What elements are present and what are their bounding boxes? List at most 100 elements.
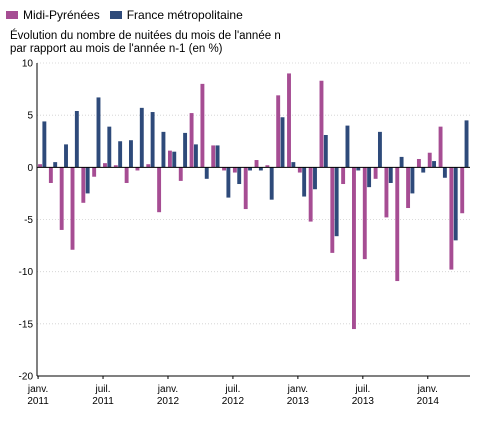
bar-midi-pyrenees — [449, 167, 454, 270]
x-tick-label-year: 2011 — [27, 396, 49, 407]
bar-france — [432, 161, 437, 168]
bar-midi-pyrenees — [200, 83, 205, 168]
x-tick-label-year: 2012 — [222, 396, 245, 407]
bar-midi-pyrenees — [254, 160, 259, 168]
x-tick-label: janv. — [27, 384, 48, 395]
bar-france — [356, 167, 361, 171]
x-tick-label: janv. — [417, 384, 438, 395]
bar-france — [258, 167, 263, 171]
y-tick-label: -10 — [19, 267, 34, 278]
bar-france — [388, 167, 393, 183]
bar-midi-pyrenees — [265, 165, 270, 168]
y-tick-label: 0 — [27, 163, 33, 174]
bar-france — [377, 131, 382, 168]
bar-france — [118, 141, 123, 168]
x-tick-label-year: 2013 — [352, 396, 375, 407]
x-tick-label: janv. — [287, 384, 308, 395]
bar-midi-pyrenees — [276, 95, 281, 168]
legend-item-france: France métropolitaine — [109, 8, 243, 22]
bar-midi-pyrenees — [81, 167, 86, 203]
bar-france — [345, 125, 350, 168]
bar-france — [323, 134, 328, 168]
legend: Midi-Pyrénées France métropolitaine — [6, 8, 243, 22]
x-tick-label: juil. — [224, 384, 240, 395]
bar-midi-pyrenees — [70, 167, 75, 250]
x-tick-label: juil. — [354, 384, 370, 395]
x-tick-label: juil. — [95, 384, 111, 395]
bar-france — [410, 167, 415, 194]
bar-midi-pyrenees — [308, 167, 313, 222]
bar-france — [367, 167, 372, 188]
bar-france — [248, 167, 252, 171]
bar-france — [302, 167, 307, 197]
bar-midi-pyrenees — [124, 167, 129, 183]
bar-midi-pyrenees — [243, 167, 248, 210]
bar-midi-pyrenees — [341, 167, 346, 185]
bar-france — [280, 117, 285, 168]
x-tick-label-year: 2013 — [287, 396, 310, 407]
bar-midi-pyrenees — [416, 158, 421, 168]
bar-france — [172, 151, 177, 168]
bar-france — [421, 167, 426, 173]
bar-france — [150, 112, 155, 168]
bar-midi-pyrenees — [362, 167, 367, 260]
bar-midi-pyrenees — [167, 150, 172, 168]
chart-subtitle-line2: par rapport au mois de l'année n-1 (en %… — [10, 43, 223, 55]
bar-midi-pyrenees — [232, 167, 237, 173]
bar-midi-pyrenees — [287, 73, 291, 168]
bar-midi-pyrenees — [319, 80, 324, 168]
bar-france — [64, 144, 68, 168]
x-tick-label-year: 2012 — [157, 396, 180, 407]
bar-france — [291, 162, 296, 168]
bar-france — [85, 167, 90, 194]
legend-swatch-midi-pyrenees — [6, 11, 18, 19]
bar-france — [107, 126, 112, 168]
bar-france — [399, 156, 404, 168]
legend-label-france: France métropolitaine — [126, 8, 243, 22]
x-tick-label: janv. — [157, 384, 178, 395]
bar-france — [237, 167, 242, 185]
bar-france — [139, 107, 144, 168]
bar-midi-pyrenees — [146, 164, 151, 168]
bar-midi-pyrenees — [38, 164, 42, 168]
bar-france — [161, 131, 166, 168]
legend-item-midi-pyrenees: Midi-Pyrénées — [6, 8, 100, 22]
bar-midi-pyrenees — [427, 152, 432, 168]
bar-midi-pyrenees — [189, 113, 194, 168]
bar-france — [129, 140, 133, 168]
bar-midi-pyrenees — [373, 167, 378, 179]
bar-midi-pyrenees — [297, 167, 302, 173]
bar-france — [204, 167, 209, 179]
bar-midi-pyrenees — [406, 167, 411, 209]
bar-france — [334, 167, 339, 237]
bar-midi-pyrenees — [48, 167, 53, 183]
bar-midi-pyrenees — [352, 167, 356, 330]
y-tick-label: 10 — [22, 59, 34, 70]
legend-label-midi-pyrenees: Midi-Pyrénées — [23, 8, 100, 22]
y-tick-label: -20 — [19, 372, 34, 383]
bar-france — [74, 110, 79, 168]
bar-midi-pyrenees — [222, 167, 227, 171]
bar-midi-pyrenees — [157, 167, 162, 213]
bar-midi-pyrenees — [460, 167, 465, 214]
bar-midi-pyrenees — [135, 167, 140, 171]
bar-france — [193, 144, 198, 168]
bar-midi-pyrenees — [178, 167, 183, 181]
bar-france — [53, 162, 58, 168]
bar-france — [183, 132, 188, 168]
y-tick-label: -5 — [24, 215, 33, 226]
bar-midi-pyrenees — [384, 167, 389, 218]
bar-midi-pyrenees — [330, 167, 335, 253]
bar-france — [96, 97, 101, 168]
bar-midi-pyrenees — [113, 165, 118, 168]
bar-midi-pyrenees — [395, 167, 400, 282]
bar-france — [269, 167, 274, 200]
y-tick-label: -15 — [19, 319, 34, 330]
chart-subtitle: Évolution du nombre de nuitées du mois d… — [10, 30, 310, 56]
bar-midi-pyrenees — [438, 126, 443, 168]
x-tick-label-year: 2014 — [417, 396, 440, 407]
chart-subtitle-line1: Évolution du nombre de nuitées du mois d… — [10, 30, 281, 42]
bar-midi-pyrenees — [211, 145, 216, 168]
